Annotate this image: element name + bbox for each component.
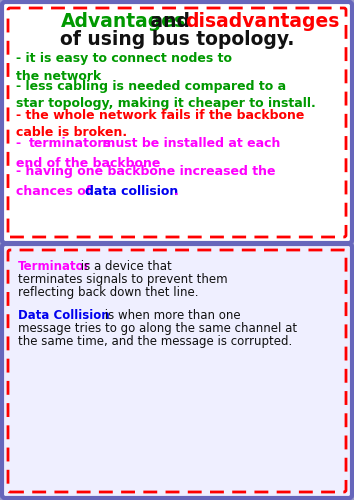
Text: -: - — [16, 137, 25, 150]
Text: message tries to go along the same channel at: message tries to go along the same chann… — [18, 322, 297, 335]
Text: Terminator: Terminator — [18, 260, 91, 273]
Text: Data Collision: Data Collision — [18, 309, 110, 322]
Text: chances of: chances of — [16, 184, 96, 198]
Text: - having one backbone increased the: - having one backbone increased the — [16, 165, 275, 178]
Text: end of the backbone: end of the backbone — [16, 156, 160, 170]
Text: is a device that: is a device that — [77, 260, 172, 273]
Text: is when more than one: is when more than one — [101, 309, 240, 322]
Text: reflecting back down thet line.: reflecting back down thet line. — [18, 286, 199, 299]
Text: - it is easy to connect nodes to
the network: - it is easy to connect nodes to the net… — [16, 52, 232, 82]
Text: data collision: data collision — [85, 184, 178, 198]
FancyBboxPatch shape — [2, 2, 352, 243]
Text: .: . — [173, 184, 178, 198]
Text: disadvantages: disadvantages — [185, 12, 340, 31]
Text: - the whole network fails if the backbone
cable is broken.: - the whole network fails if the backbon… — [16, 109, 304, 140]
Text: terminates signals to prevent them: terminates signals to prevent them — [18, 273, 228, 286]
Text: of using bus topology.: of using bus topology. — [60, 30, 294, 49]
Text: and: and — [144, 12, 196, 31]
Text: - less cabling is needed compared to a
star topology, making it cheaper to insta: - less cabling is needed compared to a s… — [16, 80, 316, 110]
Text: must be installed at each: must be installed at each — [98, 137, 280, 150]
Text: the same time, and the message is corrupted.: the same time, and the message is corrup… — [18, 335, 292, 348]
Text: terminators: terminators — [29, 137, 112, 150]
Text: Advantages: Advantages — [61, 12, 186, 31]
FancyBboxPatch shape — [2, 244, 352, 498]
